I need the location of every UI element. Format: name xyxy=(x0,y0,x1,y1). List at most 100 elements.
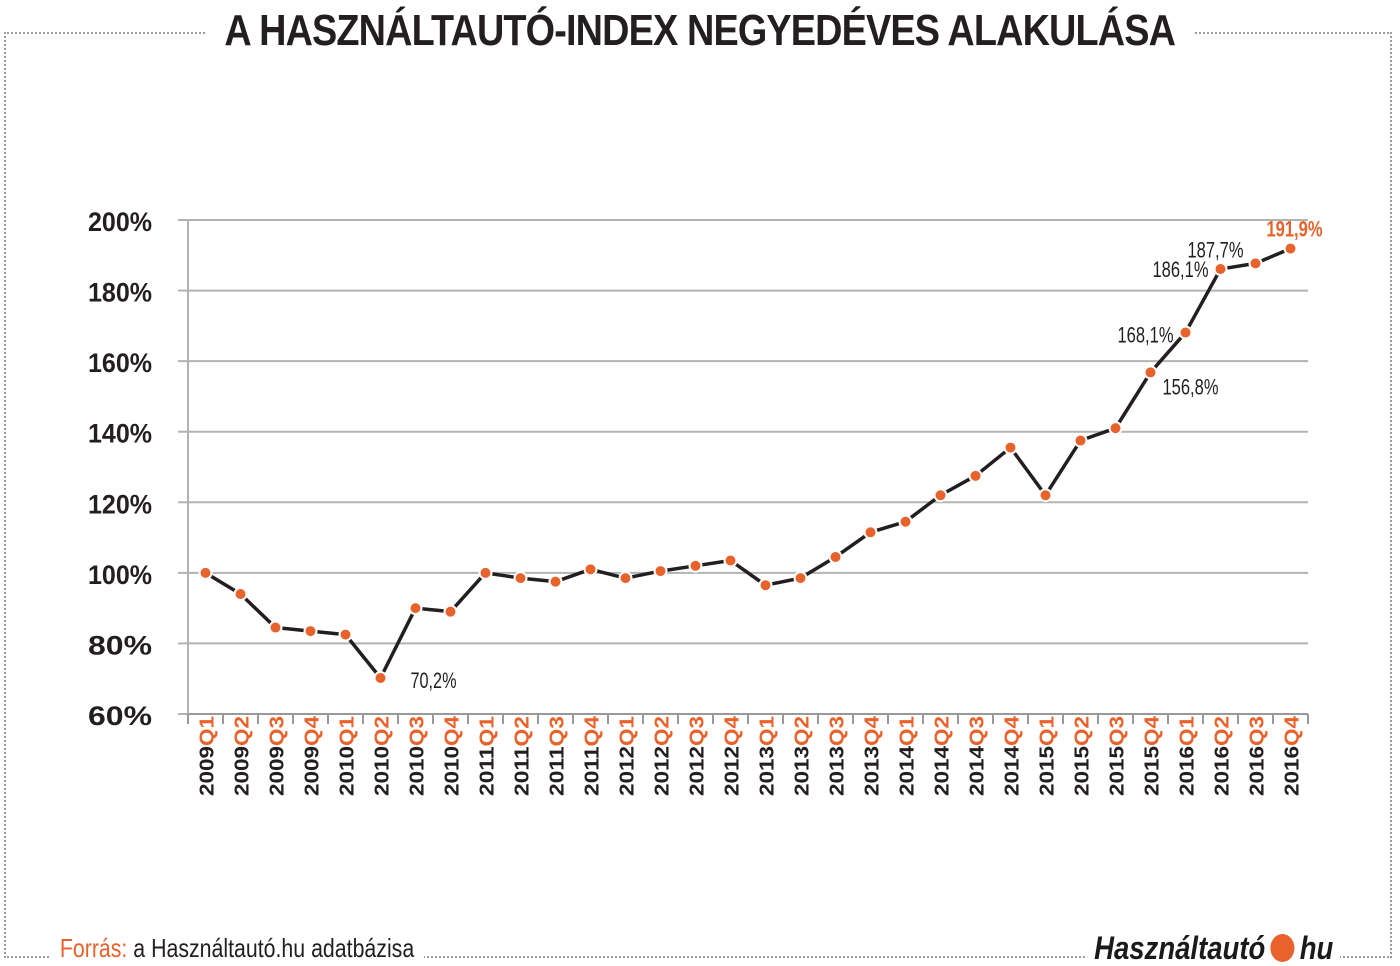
data-label: 156,8% xyxy=(1163,374,1219,399)
data-point xyxy=(653,564,668,579)
x-tick-quarter: Q4 xyxy=(582,715,604,746)
data-point xyxy=(583,562,598,577)
chart-title: A HASZNÁLTAUTÓ-INDEX NEGYEDÉVES ALAKULÁS… xyxy=(0,6,1400,56)
data-point xyxy=(198,565,213,580)
x-tick-quarter: Q4 xyxy=(1002,715,1024,746)
x-tick-year: 2016 xyxy=(1212,746,1234,796)
data-point xyxy=(1003,440,1018,455)
x-tick-quarter: Q4 xyxy=(442,715,464,746)
x-tick-year: 2010 xyxy=(407,746,429,796)
data-point xyxy=(1178,325,1193,340)
x-tick-label: 2013Q4 xyxy=(862,715,884,796)
data-point xyxy=(1213,262,1228,277)
x-tick-label: 2010Q4 xyxy=(442,715,464,796)
data-point xyxy=(758,578,773,593)
x-tick-label: 2009Q4 xyxy=(302,715,324,796)
data-point xyxy=(1038,488,1053,503)
x-tick-year: 2011 xyxy=(512,746,534,796)
data-point xyxy=(968,468,983,483)
x-tick-year: 2013 xyxy=(827,746,849,796)
x-tick-quarter: Q2 xyxy=(932,716,954,746)
x-tick-label: 2010Q2 xyxy=(372,716,394,796)
x-tick-quarter: Q3 xyxy=(687,716,709,746)
x-tick-label: 2011Q2 xyxy=(512,716,534,796)
data-point xyxy=(1283,241,1298,256)
x-tick-year: 2012 xyxy=(687,746,709,796)
x-tick-quarter: Q2 xyxy=(232,716,254,746)
x-tick-quarter: Q3 xyxy=(407,716,429,746)
logo-text-right: hu xyxy=(1299,930,1334,966)
y-tick-label: 200% xyxy=(88,207,152,237)
x-tick-quarter: Q3 xyxy=(1107,716,1129,746)
x-tick-year: 2016 xyxy=(1282,746,1304,796)
x-tick-label: 2016Q3 xyxy=(1247,716,1269,796)
data-point xyxy=(548,574,563,589)
x-tick-quarter: Q4 xyxy=(1282,715,1304,746)
source-note: Forrás: a Használtautó.hu adatbázisa xyxy=(50,932,425,964)
x-tick-label: 2013Q2 xyxy=(792,716,814,796)
data-point xyxy=(723,553,738,568)
x-tick-quarter: Q1 xyxy=(617,716,639,746)
x-tick-quarter: Q3 xyxy=(547,716,569,746)
x-tick-label: 2016Q4 xyxy=(1282,715,1304,796)
x-tick-quarter: Q4 xyxy=(1142,715,1164,746)
x-tick-label: 2014Q3 xyxy=(967,716,989,796)
x-tick-label: 2015Q3 xyxy=(1107,716,1129,796)
data-point xyxy=(513,571,528,586)
x-tick-label: 2015Q4 xyxy=(1142,715,1164,796)
x-tick-label: 2012Q1 xyxy=(617,716,639,796)
data-point xyxy=(443,604,458,619)
x-tick-label: 2013Q3 xyxy=(827,716,849,796)
x-tick-year: 2010 xyxy=(337,746,359,796)
data-point xyxy=(373,671,388,686)
x-tick-label: 2009Q1 xyxy=(197,716,219,796)
series-line xyxy=(204,246,1292,680)
x-tick-label: 2011Q4 xyxy=(582,715,604,796)
x-tick-label: 2012Q4 xyxy=(722,715,744,796)
x-tick-year: 2015 xyxy=(1107,746,1129,796)
data-label: 70,2% xyxy=(411,668,457,693)
x-tick-quarter: Q4 xyxy=(862,715,884,746)
data-point xyxy=(233,587,248,602)
x-tick-year: 2016 xyxy=(1247,746,1269,796)
x-tick-quarter: Q2 xyxy=(1072,716,1094,746)
site-logo: Használtautó hu xyxy=(1086,930,1340,966)
data-point xyxy=(268,620,283,635)
x-axis: 2009Q12009Q22009Q32009Q42010Q12010Q22010… xyxy=(187,713,1309,796)
y-tick-label: 160% xyxy=(88,348,152,378)
y-tick-label: 60% xyxy=(88,701,152,731)
data-point xyxy=(933,488,948,503)
x-tick-year: 2013 xyxy=(757,746,779,796)
y-tick-label: 100% xyxy=(88,560,152,590)
x-tick-label: 2010Q3 xyxy=(407,716,429,796)
x-tick-year: 2011 xyxy=(547,746,569,796)
data-point xyxy=(898,514,913,529)
x-tick-quarter: Q3 xyxy=(1247,716,1269,746)
y-tick-label: 180% xyxy=(88,278,152,308)
x-tick-quarter: Q2 xyxy=(1212,716,1234,746)
data-point xyxy=(863,525,878,540)
x-tick-label: 2012Q2 xyxy=(652,716,674,796)
data-point xyxy=(793,571,808,586)
source-text: a Használtautó.hu adatbázisa xyxy=(127,933,415,963)
x-tick-quarter: Q3 xyxy=(967,716,989,746)
x-tick-quarter: Q4 xyxy=(722,715,744,746)
data-point xyxy=(338,627,353,642)
x-tick-year: 2011 xyxy=(477,746,499,796)
x-tick-label: 2016Q2 xyxy=(1212,716,1234,796)
x-tick-label: 2014Q1 xyxy=(897,716,919,796)
x-tick-year: 2014 xyxy=(932,745,954,796)
y-tick-label: 120% xyxy=(88,489,152,519)
x-tick-label: 2011Q1 xyxy=(477,716,499,796)
logo-dot-icon xyxy=(1270,934,1295,962)
data-point xyxy=(478,565,493,580)
x-tick-year: 2016 xyxy=(1177,746,1199,796)
x-tick-label: 2015Q1 xyxy=(1037,716,1059,796)
x-tick-year: 2012 xyxy=(722,746,744,796)
x-tick-year: 2015 xyxy=(1072,746,1094,796)
x-tick-year: 2015 xyxy=(1037,746,1059,796)
x-tick-year: 2012 xyxy=(652,746,674,796)
source-label: Forrás: xyxy=(59,933,128,963)
x-tick-year: 2009 xyxy=(197,746,219,796)
